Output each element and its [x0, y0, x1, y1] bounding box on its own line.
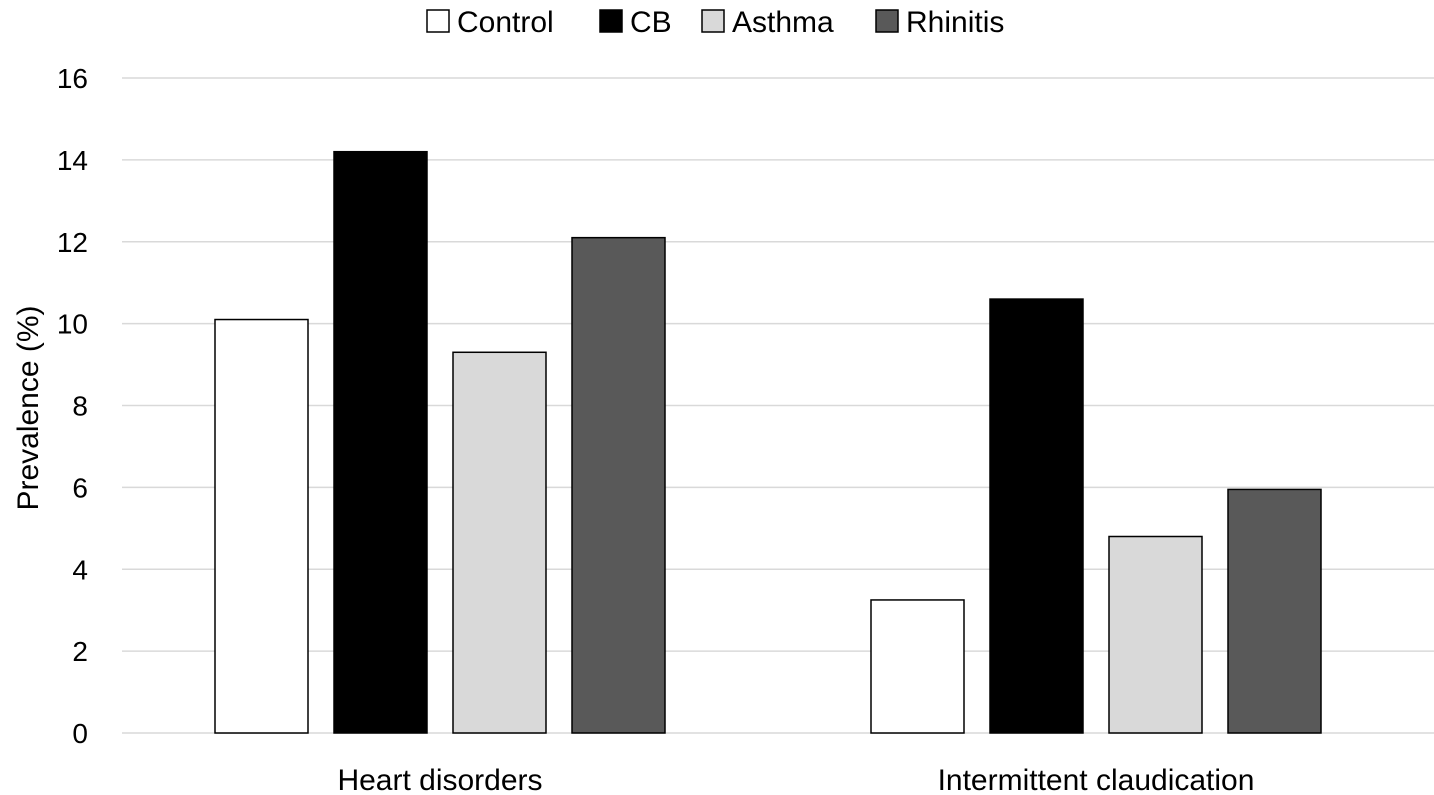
- bar-asthma-2: [1108, 535, 1203, 734]
- bar-cb-2: [989, 298, 1084, 734]
- y-tick-label: 16: [57, 63, 88, 94]
- x-category-label: Intermittent claudication: [938, 764, 1255, 795]
- legend-swatch-asthma: [701, 9, 725, 33]
- legend-label-rhinitis: Rhinitis: [906, 6, 1004, 39]
- legend-label-control: Control: [457, 6, 554, 39]
- legend-swatch-control: [426, 9, 450, 33]
- y-tick-label: 6: [72, 472, 88, 503]
- y-axis-ticks: 0 2 4 6 8 10 12 14 16: [57, 63, 88, 749]
- bar-asthma-1: [452, 351, 547, 734]
- bar-rhinitis-1: [571, 236, 666, 734]
- legend-swatch-rhinitis: [875, 9, 899, 33]
- y-tick-label: 8: [72, 391, 88, 422]
- y-tick-label: 0: [72, 718, 88, 749]
- x-axis-categories: Heart disorders Intermittent claudication: [337, 764, 1254, 795]
- y-axis-title: Prevalence (%): [12, 305, 45, 510]
- bars: [214, 150, 1322, 734]
- legend-swatch-cb: [599, 9, 623, 33]
- legend: Control CB Asthma Rhinitis: [426, 6, 1004, 39]
- legend-label-asthma: Asthma: [732, 6, 834, 39]
- y-tick-label: 2: [72, 636, 88, 667]
- y-tick-label: 14: [57, 145, 88, 176]
- bar-control-1: [214, 318, 309, 734]
- x-category-label: Heart disorders: [337, 764, 542, 795]
- bar-cb-1: [333, 150, 428, 734]
- bar-rhinitis-2: [1227, 488, 1322, 734]
- legend-label-cb: CB: [630, 6, 672, 39]
- y-tick-label: 10: [57, 309, 88, 340]
- bar-control-2: [870, 599, 965, 734]
- y-tick-label: 12: [57, 227, 88, 258]
- y-tick-label: 4: [72, 554, 88, 585]
